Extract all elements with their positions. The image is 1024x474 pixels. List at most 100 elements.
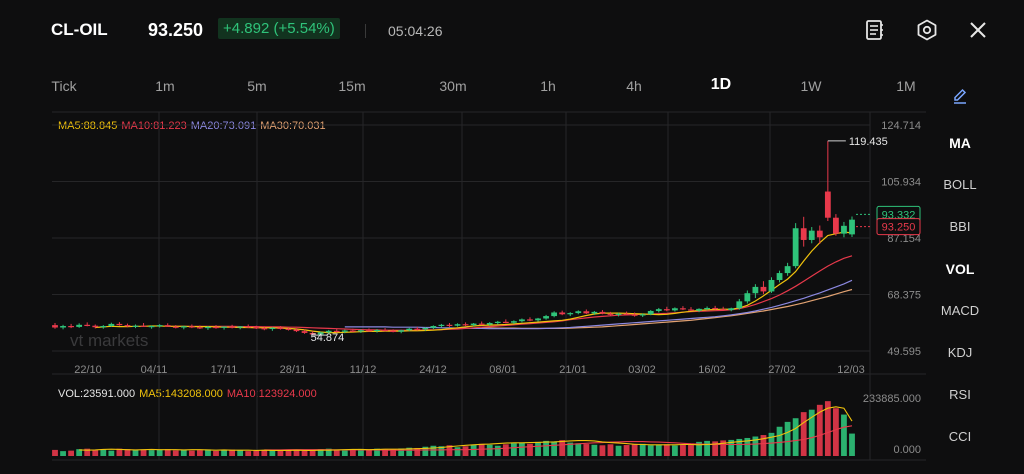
volume-bar (52, 449, 58, 456)
candle-body (784, 266, 791, 274)
volume-bar (237, 450, 244, 456)
tab-4h[interactable]: 4h (626, 78, 642, 94)
candle-body (438, 324, 445, 327)
price-change-badge: +4.892 (+5.54%) (218, 18, 340, 39)
candle-body (591, 311, 598, 314)
volume-bar (543, 440, 549, 456)
indicator-kdj[interactable]: KDJ (947, 345, 973, 360)
ma10-value: MA10:81.223 (121, 120, 187, 132)
candle-body (341, 330, 348, 332)
date-axis-label: 04/11 (141, 364, 168, 376)
volume-legend: VOL:23591.000 MA5:143208.000 MA10:123924.0… (58, 388, 321, 400)
tab-15m[interactable]: 15m (338, 78, 366, 94)
candle-body (655, 309, 662, 311)
volume-bar (720, 440, 727, 456)
volume-bar (744, 437, 751, 456)
tab-1w[interactable]: 1W (800, 78, 822, 94)
date-axis-label: 24/12 (419, 364, 447, 376)
volume-bar (792, 418, 799, 456)
candle-body (108, 323, 115, 327)
candle-body (639, 314, 646, 316)
bid-price-value: 93.250 (882, 222, 916, 234)
timeframe-tabs: Tick 1m 5m 15m 30m 1h 4h 1D 1W 1M (0, 70, 940, 102)
volume-bar (768, 432, 775, 456)
volume-bar (269, 450, 276, 456)
indicator-macd[interactable]: MACD (940, 303, 980, 318)
indicator-vol[interactable]: VOL (945, 261, 975, 277)
volume-bar (510, 443, 517, 456)
volume-bar (800, 412, 807, 456)
candle-body (245, 326, 252, 328)
volume-bar (172, 450, 179, 456)
candle-body (502, 321, 509, 324)
volume-value: VOL:23591.000 (58, 388, 136, 400)
volume-bar (535, 441, 541, 456)
candle-body (559, 312, 566, 315)
candle-body (164, 325, 171, 327)
volume-bar (519, 442, 525, 456)
tab-1h[interactable]: 1h (540, 78, 556, 94)
volume-bar (470, 445, 477, 456)
candle-body (494, 321, 501, 324)
candle-body (213, 326, 219, 329)
candle-body (132, 325, 139, 327)
tab-1m[interactable]: 1m (155, 78, 175, 94)
close-icon[interactable] (966, 18, 990, 42)
volume-bar (575, 443, 582, 456)
volume-bar (639, 443, 646, 456)
indicator-bbi[interactable]: BBI (949, 219, 971, 234)
tab-5m[interactable]: 5m (247, 78, 267, 94)
candle-body (768, 279, 775, 292)
volume-bar (680, 445, 686, 456)
candle-body (808, 230, 815, 240)
volume-bar (358, 448, 364, 456)
volume-axis-label: 233885.000 (863, 393, 921, 405)
pencil-icon[interactable] (925, 87, 995, 108)
ma5-value: MA5:88.845 (58, 120, 118, 132)
tab-tick[interactable]: Tick (51, 78, 77, 94)
volume-bar (647, 445, 654, 456)
date-axis-label: 27/02 (768, 364, 796, 376)
ma20-value: MA20:73.091 (190, 120, 257, 132)
tab-30m[interactable]: 30m (439, 78, 467, 94)
indicator-rsi[interactable]: RSI (949, 387, 971, 402)
volume-bar (688, 443, 694, 456)
indicator-boll[interactable]: BOLL (943, 177, 977, 192)
volume-bar (100, 449, 107, 456)
volume-bar (140, 449, 147, 456)
candle-body (333, 330, 340, 333)
date-axis-label: 21/01 (559, 364, 587, 376)
volume-bar (76, 449, 83, 456)
volume-bar (124, 449, 131, 456)
volume-bar (527, 443, 533, 456)
indicator-cci[interactable]: CCI (948, 429, 972, 444)
volume-bar (309, 450, 316, 456)
candle-body (374, 329, 380, 332)
volume-bar (374, 448, 380, 456)
volume-bar (261, 449, 268, 456)
volume-bar (494, 445, 501, 456)
date-axis-label: 08/01 (489, 364, 517, 376)
candle-body (269, 327, 276, 330)
volume-bar (559, 440, 566, 456)
volume-bar (808, 409, 815, 456)
ma20-line (344, 279, 853, 330)
candle-body (849, 219, 855, 235)
notes-icon[interactable] (862, 18, 886, 42)
volume-bar (92, 450, 99, 456)
date-axis-label: 11/12 (350, 364, 377, 376)
low-marker-label: 54.874 (311, 332, 345, 344)
volume-bar (446, 445, 453, 456)
settings-icon[interactable] (915, 18, 939, 42)
candle-body (744, 293, 751, 302)
volume-bar (253, 450, 260, 456)
header-bar: CL-OIL 93.250 +4.892 (+5.54%) 05:04:26 (0, 0, 1024, 62)
volume-bar (663, 444, 670, 456)
volume-bar (760, 435, 767, 456)
candle-body (430, 326, 437, 328)
volume-bar (486, 444, 493, 456)
tab-1d[interactable]: 1D (710, 76, 732, 93)
indicator-ma[interactable]: MA (949, 135, 971, 151)
tab-1m-month[interactable]: 1M (896, 78, 916, 94)
